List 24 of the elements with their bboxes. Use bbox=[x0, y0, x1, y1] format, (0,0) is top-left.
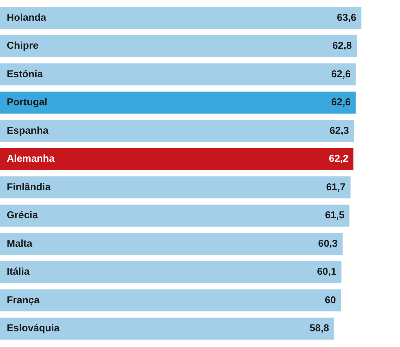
data-label: 60,1 bbox=[317, 267, 338, 278]
data-label: 62,3 bbox=[330, 126, 350, 137]
data-label: 62,6 bbox=[331, 98, 352, 109]
y-tick-label: Espanha bbox=[7, 126, 50, 137]
data-label: 61,7 bbox=[326, 182, 346, 194]
y-tick-label: Chipre bbox=[7, 41, 40, 52]
data-label: 60 bbox=[325, 295, 337, 306]
y-tick-label: Portugal bbox=[7, 98, 48, 109]
data-label: 60,3 bbox=[318, 238, 338, 250]
data-label: 61,5 bbox=[325, 210, 346, 222]
y-tick-label: Grécia bbox=[7, 210, 39, 222]
y-tick-label: Holanda bbox=[7, 12, 47, 24]
data-label: 63,6 bbox=[337, 12, 358, 24]
data-label: 62,8 bbox=[332, 41, 352, 52]
y-tick-label: Finlândia bbox=[7, 182, 52, 194]
data-label: 62,6 bbox=[331, 69, 352, 80]
data-label: 62,2 bbox=[329, 154, 350, 166]
y-tick-label: Alemanha bbox=[7, 154, 56, 166]
y-tick-label: França bbox=[7, 295, 40, 306]
y-tick-label: Malta bbox=[7, 238, 33, 250]
y-tick-label: Itália bbox=[7, 267, 30, 278]
y-tick-label: Estónia bbox=[7, 69, 44, 80]
y-tick-label: Eslováquia bbox=[7, 324, 60, 335]
data-label: 58,8 bbox=[310, 324, 330, 335]
